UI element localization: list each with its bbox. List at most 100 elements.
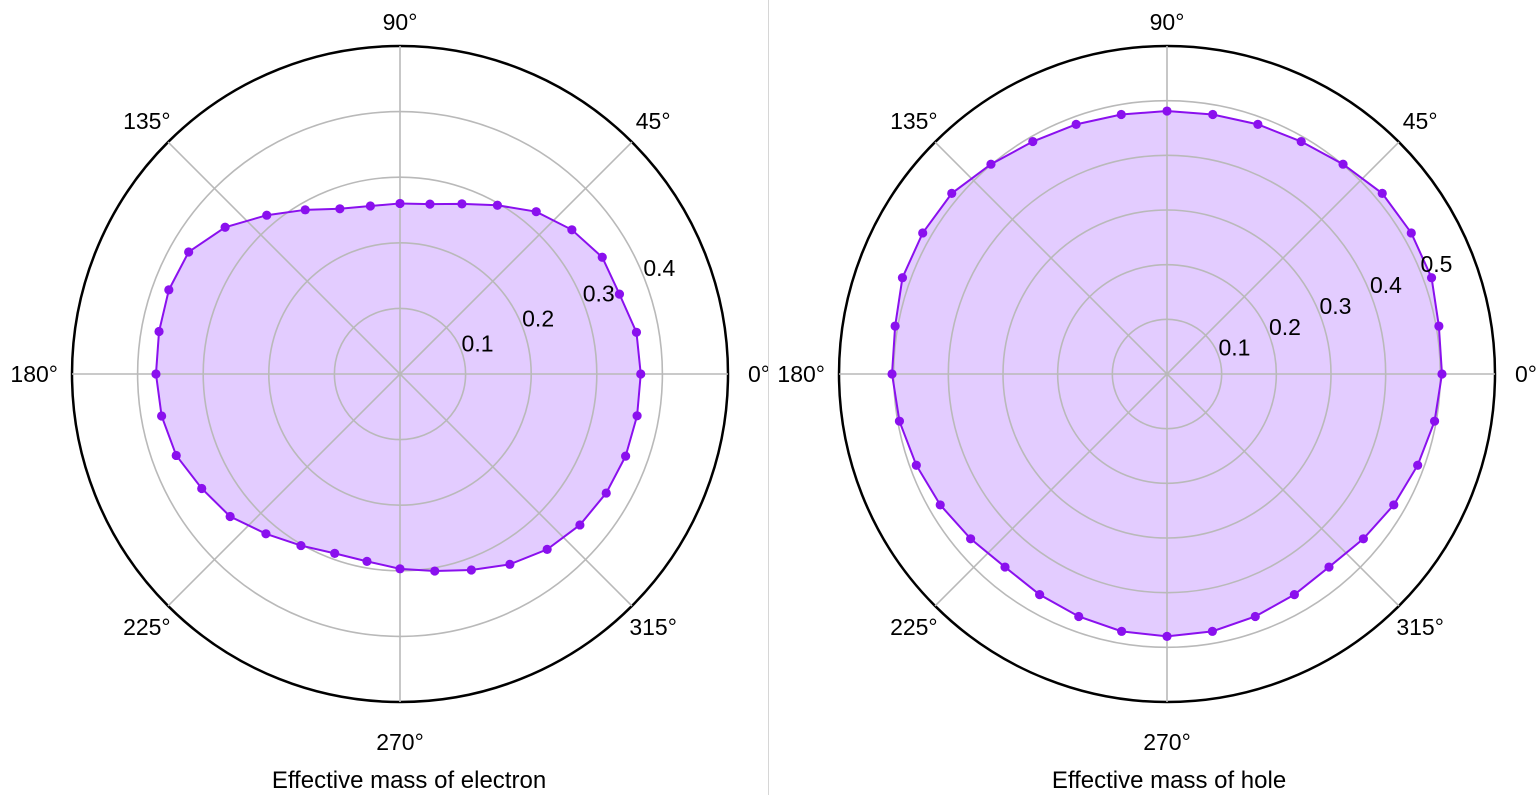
angle-tick-label: 45°	[1403, 108, 1438, 134]
r-tick-label: 0.3	[1319, 293, 1351, 319]
r-tick-label: 0.2	[1269, 314, 1301, 340]
angle-tick-label: 45°	[636, 108, 671, 134]
data-point	[154, 326, 164, 337]
data-point	[1253, 119, 1263, 129]
data-point	[614, 289, 625, 299]
data-point	[171, 450, 181, 461]
data-point	[262, 210, 272, 220]
angle-tick-label: 0°	[1515, 361, 1537, 387]
angle-tick-label: 90°	[1150, 9, 1185, 35]
grid-spoke	[167, 373, 401, 607]
angle-tick-label: 135°	[123, 108, 171, 134]
data-point	[492, 200, 503, 210]
grid-spoke	[1166, 373, 1400, 607]
data-point	[1296, 136, 1306, 147]
angle-tick-label: 270°	[376, 729, 424, 755]
data-point	[330, 548, 340, 558]
data-point	[1207, 626, 1217, 636]
data-point	[965, 534, 976, 544]
data-point	[1208, 109, 1218, 120]
data-point	[1324, 562, 1334, 572]
data-point	[531, 207, 541, 217]
data-point	[897, 273, 908, 283]
angle-tick-label: 315°	[1396, 614, 1444, 640]
r-tick-label: 0.4	[643, 255, 675, 281]
data-point	[296, 540, 306, 551]
data-point	[197, 483, 207, 494]
grid-spoke	[399, 141, 633, 375]
angle-tick-label: 135°	[890, 108, 938, 134]
grid-spoke	[1166, 141, 1400, 375]
angle-tick-label: 180°	[777, 361, 825, 387]
r-tick-label: 0.3	[583, 280, 615, 306]
hole-polar-chart: 0.1 0.2 0.3 0.4 0.5 0° 45° 90° 135° 180° 225° 270° 3…	[777, 9, 1537, 794]
data-point	[1429, 416, 1440, 426]
data-point	[151, 369, 161, 379]
data-point	[1338, 159, 1348, 169]
data-point	[631, 327, 642, 337]
data-point	[542, 544, 552, 554]
angle-tick-label: 225°	[123, 614, 171, 640]
data-point	[395, 198, 405, 209]
data-point	[575, 520, 585, 530]
radial-grid	[72, 46, 728, 702]
data-point	[1117, 626, 1127, 636]
grid-spoke	[934, 141, 1168, 375]
radial-grid	[839, 46, 1495, 702]
data-point	[894, 416, 905, 426]
grid-spoke	[934, 373, 1168, 607]
data-point	[184, 247, 194, 257]
data-point	[597, 252, 607, 262]
data-point	[911, 460, 921, 470]
data-point	[362, 556, 372, 566]
data-point	[1035, 590, 1045, 600]
data-fill-area	[155, 203, 641, 572]
data-point	[1289, 590, 1299, 600]
data-point	[1437, 369, 1447, 379]
data-point	[1389, 500, 1399, 510]
data-point	[164, 285, 174, 295]
data-point	[300, 205, 310, 215]
data-point	[935, 500, 945, 510]
hole-chart-panel: 0.1 0.2 0.3 0.4 0.5 0° 45° 90° 135° 180° 225° 270° 3…	[770, 0, 1539, 795]
data-point	[986, 159, 996, 169]
angle-tick-label: 180°	[10, 361, 58, 387]
data-point	[1358, 534, 1369, 544]
r-tick-label: 0.1	[1218, 335, 1250, 361]
data-point	[1000, 562, 1010, 572]
data-markers	[887, 106, 1447, 642]
data-point	[395, 564, 405, 574]
data-point	[1413, 460, 1423, 470]
angle-tick-label: 270°	[1143, 729, 1191, 755]
angle-tick-label: 225°	[890, 614, 938, 640]
angle-tick-label: 0°	[748, 361, 768, 387]
data-point	[887, 369, 897, 379]
chart-title: Effective mass of electron	[272, 767, 546, 794]
data-point	[365, 201, 375, 211]
data-point	[1071, 119, 1081, 129]
data-point	[220, 222, 230, 232]
data-point	[1250, 611, 1260, 622]
data-point	[505, 559, 515, 569]
data-markers	[151, 198, 646, 576]
data-point	[430, 566, 440, 576]
data-point	[335, 204, 345, 214]
data-point	[947, 188, 957, 198]
data-point	[890, 321, 900, 331]
data-point	[636, 369, 646, 379]
data-point	[225, 511, 235, 522]
data-point	[1074, 611, 1084, 622]
r-tick-label: 0.5	[1420, 251, 1452, 277]
data-point	[1377, 188, 1387, 198]
grid-spoke	[399, 373, 633, 607]
data-point	[1028, 136, 1038, 147]
data-point	[1434, 321, 1444, 331]
angle-tick-label: 315°	[629, 614, 677, 640]
data-point	[601, 488, 611, 498]
chart-title: Effective mass of hole	[1052, 767, 1286, 794]
r-tick-label: 0.2	[522, 305, 554, 331]
data-point	[1116, 109, 1126, 120]
grid-spoke	[167, 141, 401, 375]
data-point	[567, 225, 577, 235]
electron-polar-chart: 0.1 0.2 0.3 0.4 0° 45° 90° 135° 180° 225° 270° 315°…	[10, 9, 770, 794]
